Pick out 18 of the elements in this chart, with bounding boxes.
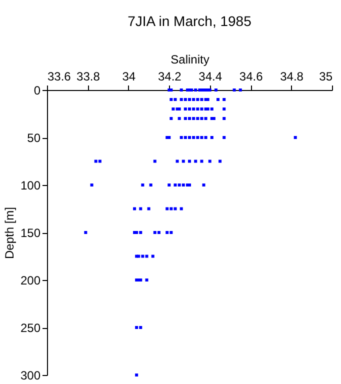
x-tick-label: 35 bbox=[319, 70, 333, 84]
y-tick-label: 0 bbox=[34, 84, 41, 98]
x-tick-label: 34.8 bbox=[280, 70, 304, 84]
y-tick-label: 200 bbox=[20, 274, 41, 288]
y-tick-label: 150 bbox=[20, 226, 41, 240]
chart-title: 7JIA in March, 1985 bbox=[128, 13, 252, 29]
x-tick-label: 34.6 bbox=[239, 70, 264, 84]
x-tick-label: 34.4 bbox=[198, 70, 222, 84]
y-axis-title: Depth [m] bbox=[2, 206, 16, 260]
x-tick-label: 34 bbox=[122, 70, 136, 84]
y-tick-label: 250 bbox=[20, 321, 41, 335]
y-tick-label: 100 bbox=[20, 178, 41, 192]
x-tick-label: 33.6 bbox=[48, 70, 72, 84]
x-axis-title: Salinity bbox=[170, 52, 210, 66]
x-tick-label: 33.8 bbox=[76, 70, 100, 84]
y-tick-label: 300 bbox=[20, 368, 41, 382]
x-tick-label: 34.2 bbox=[158, 70, 182, 84]
y-tick-label: 50 bbox=[27, 131, 41, 145]
